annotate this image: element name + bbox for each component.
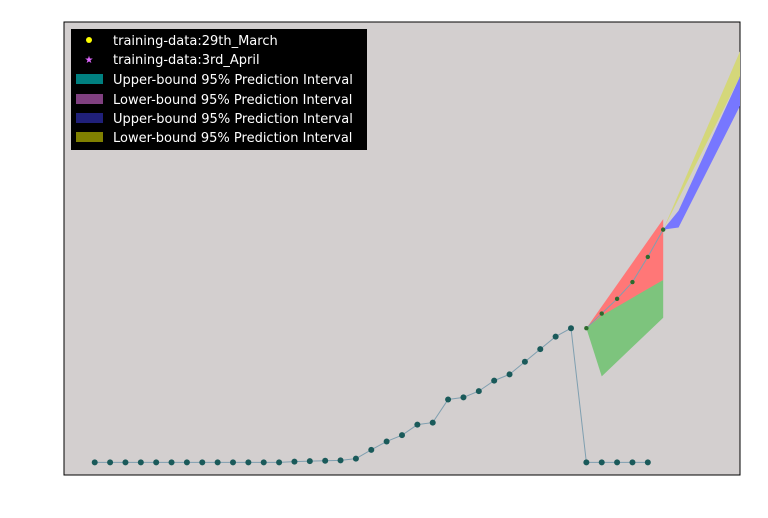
legend-box xyxy=(71,29,367,150)
point-3rd-april-2 xyxy=(614,296,620,302)
point-29th-march-33 xyxy=(598,459,605,466)
prediction-intervals xyxy=(586,51,740,377)
point-29th-march-30 xyxy=(552,333,559,340)
point-29th-march-17 xyxy=(352,455,359,462)
point-29th-march-18 xyxy=(368,446,375,453)
legend-marker-star: ★ xyxy=(85,55,94,66)
point-29th-march-1 xyxy=(107,459,114,466)
point-3rd-april-5 xyxy=(660,227,666,232)
point-29th-march-4 xyxy=(153,459,160,466)
legend-label-upper-bound-1: Upper-bound 95% Prediction Interval xyxy=(113,73,353,88)
legend-marker-dot xyxy=(86,37,92,43)
point-29th-march-21 xyxy=(414,421,421,428)
point-29th-march-25 xyxy=(475,388,482,395)
legend-label-lower-bound-1: Lower-bound 95% Prediction Interval xyxy=(113,93,352,108)
interval-band-green xyxy=(586,279,664,377)
point-29th-march-11 xyxy=(260,459,267,466)
point-29th-march-28 xyxy=(521,358,528,365)
point-29th-march-26 xyxy=(491,377,498,384)
legend-label-29th-march: training-data:29th_March xyxy=(113,34,278,49)
point-29th-march-15 xyxy=(322,457,329,464)
point-29th-march-13 xyxy=(291,458,298,465)
point-29th-march-9 xyxy=(230,459,236,466)
interval-band-red xyxy=(586,219,664,329)
point-29th-march-24 xyxy=(460,394,467,401)
point-29th-march-34 xyxy=(614,459,621,466)
point-29th-march-2 xyxy=(122,459,129,466)
point-3rd-april-3 xyxy=(630,279,635,285)
legend-swatch-3 xyxy=(76,94,103,104)
point-29th-march-31 xyxy=(568,325,574,332)
point-29th-march-7 xyxy=(199,459,206,466)
point-29th-march-16 xyxy=(337,457,344,464)
point-29th-march-0 xyxy=(91,459,98,466)
point-3rd-april-4 xyxy=(645,254,651,260)
data-points xyxy=(91,227,666,466)
point-29th-march-35 xyxy=(629,459,636,466)
point-29th-march-8 xyxy=(214,459,221,466)
point-29th-march-10 xyxy=(245,459,252,466)
interval-band-yellow xyxy=(663,51,740,230)
legend: ★ training-data:29th_March training-data… xyxy=(71,29,367,150)
point-29th-march-36 xyxy=(644,459,651,466)
point-29th-march-19 xyxy=(383,438,390,445)
point-29th-march-22 xyxy=(429,419,436,426)
point-29th-march-14 xyxy=(306,458,313,465)
legend-swatch-5 xyxy=(76,132,103,142)
point-29th-march-5 xyxy=(168,459,175,466)
point-29th-march-20 xyxy=(399,432,405,439)
point-3rd-april-1 xyxy=(599,311,604,316)
legend-label-upper-bound-2: Upper-bound 95% Prediction Interval xyxy=(113,112,353,127)
point-29th-march-29 xyxy=(537,346,544,353)
series-line-star xyxy=(586,229,664,329)
legend-swatch-4 xyxy=(76,113,103,123)
point-29th-march-3 xyxy=(137,459,144,466)
legend-swatch-2 xyxy=(76,74,103,84)
point-29th-march-32 xyxy=(583,459,590,466)
point-3rd-april-0 xyxy=(584,325,589,331)
point-29th-march-6 xyxy=(183,459,190,466)
point-29th-march-12 xyxy=(276,459,283,466)
point-29th-march-27 xyxy=(506,371,513,378)
legend-label-lower-bound-2: Lower-bound 95% Prediction Interval xyxy=(113,131,352,146)
legend-label-3rd-april: training-data:3rd_April xyxy=(113,53,260,68)
legend-markers: ★ xyxy=(76,37,103,142)
point-29th-march-23 xyxy=(445,396,452,403)
